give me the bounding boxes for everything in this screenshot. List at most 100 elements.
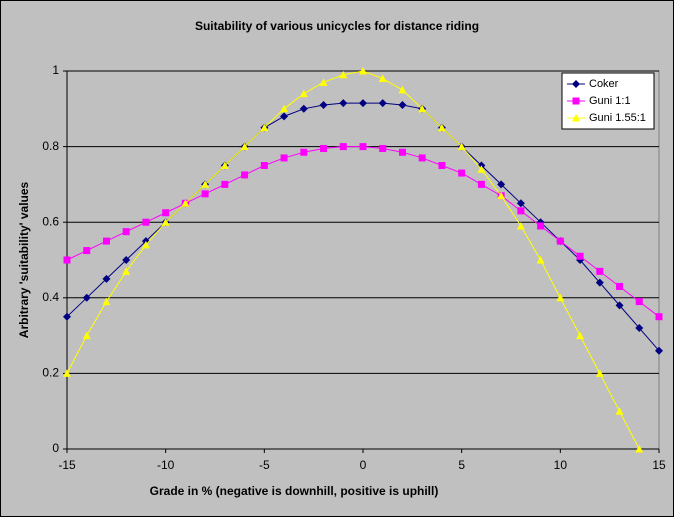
marker	[635, 445, 644, 453]
y-tick-label: 1	[52, 63, 59, 77]
marker	[102, 237, 110, 245]
y-axis-title: Arbitrary 'suitability' values	[17, 181, 31, 338]
marker	[655, 313, 663, 321]
marker	[517, 207, 525, 215]
marker	[280, 154, 288, 162]
marker	[497, 180, 506, 189]
marker	[418, 104, 427, 113]
marker	[63, 369, 71, 377]
marker	[398, 148, 406, 156]
x-axis-title: Grade in % (negative is downhill, positi…	[150, 484, 439, 498]
marker	[359, 67, 367, 75]
marker	[379, 144, 387, 152]
marker	[556, 237, 564, 245]
marker	[63, 256, 71, 264]
marker	[458, 169, 466, 177]
marker	[596, 267, 604, 275]
plot-area	[66, 70, 660, 450]
marker	[615, 407, 624, 415]
marker	[477, 165, 486, 173]
marker	[537, 222, 545, 230]
marker	[299, 89, 308, 98]
marker	[102, 297, 111, 306]
x-tick-label: 5	[458, 458, 465, 472]
marker	[181, 199, 190, 207]
marker	[437, 123, 446, 132]
y-tick-label: 0	[52, 441, 59, 455]
marker	[536, 256, 545, 264]
marker	[299, 104, 308, 113]
legend-marker	[572, 114, 580, 122]
y-tick-label: 0.2	[42, 366, 59, 380]
marker	[319, 101, 328, 110]
x-tick-label: 10	[554, 458, 568, 472]
marker	[319, 78, 328, 86]
series-line	[66, 70, 640, 450]
marker	[576, 252, 584, 260]
marker	[378, 99, 387, 108]
marker	[260, 123, 269, 132]
x-tick-label: -15	[58, 458, 76, 472]
marker	[280, 104, 289, 113]
marker	[438, 162, 446, 169]
legend-label: Guni 1:1	[589, 95, 631, 107]
marker	[556, 293, 565, 302]
legend-label: Guni 1.55:1	[589, 112, 646, 124]
marker	[398, 101, 407, 110]
marker	[201, 180, 210, 188]
x-tick-label: -10	[157, 458, 175, 472]
marker	[359, 99, 367, 108]
marker	[63, 312, 71, 321]
marker	[102, 274, 111, 283]
marker	[635, 298, 643, 306]
marker	[576, 331, 585, 340]
marker	[615, 301, 624, 310]
marker	[162, 209, 170, 217]
marker	[477, 180, 485, 188]
marker	[142, 218, 150, 226]
marker	[497, 191, 506, 200]
marker	[83, 247, 91, 255]
marker	[516, 199, 525, 208]
marker	[339, 143, 347, 151]
marker	[260, 162, 268, 169]
marker	[339, 70, 348, 79]
marker	[220, 161, 229, 169]
marker	[240, 142, 249, 151]
marker	[141, 240, 150, 249]
marker	[616, 282, 624, 290]
marker	[161, 218, 170, 226]
y-tick-label: 0.4	[42, 290, 59, 304]
marker	[82, 331, 91, 340]
marker	[595, 278, 604, 287]
marker	[122, 256, 131, 264]
marker	[595, 369, 604, 377]
marker	[320, 144, 328, 152]
marker	[280, 112, 289, 121]
legend-marker	[572, 97, 580, 105]
marker	[457, 142, 466, 151]
marker	[418, 154, 426, 162]
marker	[122, 267, 131, 275]
marker	[655, 346, 663, 355]
legend-label: Coker	[589, 78, 619, 90]
y-tick-label: 0.8	[42, 139, 59, 153]
x-tick-label: 0	[360, 458, 367, 472]
chart-title: Suitability of various unicycles for dis…	[195, 19, 479, 33]
marker	[201, 190, 209, 198]
y-tick-label: 0.6	[42, 214, 59, 228]
marker	[241, 171, 249, 179]
marker	[635, 324, 644, 333]
marker	[398, 85, 407, 94]
marker	[359, 143, 367, 151]
x-tick-label: 15	[652, 458, 666, 472]
marker	[82, 293, 91, 302]
marker	[221, 180, 229, 188]
marker	[516, 221, 525, 230]
marker	[378, 74, 387, 83]
x-tick-label: -5	[259, 458, 270, 472]
marker	[300, 148, 308, 156]
legend-marker	[572, 80, 580, 88]
marker	[339, 99, 348, 108]
